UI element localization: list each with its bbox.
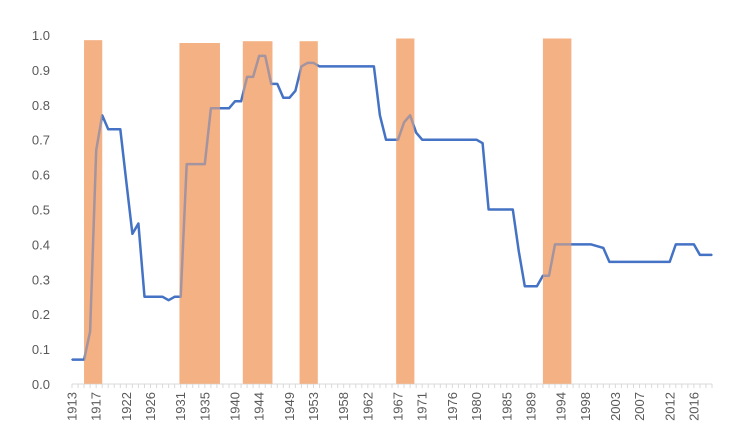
data-point <box>155 295 158 298</box>
data-point <box>149 295 152 298</box>
x-tick-label: 1922 <box>119 392 134 421</box>
x-tick-label: 1953 <box>306 392 321 421</box>
data-point <box>385 138 387 141</box>
data-point <box>699 254 701 256</box>
data-point <box>240 100 242 103</box>
x-tick-label: 1976 <box>445 392 460 421</box>
data-point <box>530 285 532 288</box>
data-point <box>481 142 484 144</box>
shaded-period-overlay-1 <box>179 43 220 384</box>
data-point <box>228 107 230 110</box>
data-point <box>475 138 478 141</box>
data-point <box>288 97 291 99</box>
data-point <box>711 254 713 256</box>
data-point <box>415 131 417 134</box>
data-point <box>421 138 423 141</box>
x-tick-label: 1917 <box>89 392 104 421</box>
y-tick-label: 0.2 <box>32 307 50 322</box>
data-point <box>693 243 695 246</box>
y-tick-label: 0.4 <box>32 237 50 252</box>
data-point <box>167 299 170 302</box>
data-point <box>137 222 140 225</box>
x-tick-label: 1931 <box>173 392 188 421</box>
x-tick-label: 1935 <box>197 392 212 421</box>
x-tick-label: 1913 <box>65 392 80 421</box>
x-tick-label: 2003 <box>608 392 623 421</box>
series-line-0 <box>72 54 712 361</box>
y-tick-label: 0.9 <box>32 63 50 78</box>
data-point <box>681 243 683 246</box>
data-point <box>143 295 146 298</box>
y-tick-label: 0.8 <box>32 98 50 113</box>
series-layer <box>71 38 713 385</box>
data-point <box>294 90 297 92</box>
y-tick-label: 1.0 <box>32 28 50 43</box>
x-tick-label: 1940 <box>228 392 243 421</box>
x-tick-label: 1944 <box>252 392 267 421</box>
x-tick-label: 1994 <box>554 392 569 421</box>
y-tick-label: 0.5 <box>32 203 50 218</box>
data-point <box>125 180 128 183</box>
data-point <box>505 208 508 211</box>
data-point <box>282 97 285 99</box>
y-tick-label: 0.7 <box>32 133 50 148</box>
data-point <box>668 261 671 263</box>
data-point <box>590 243 593 246</box>
shaded-period-overlay-4 <box>396 38 415 385</box>
data-point <box>427 138 430 141</box>
data-point <box>318 65 321 68</box>
x-axis: 1913 1917 1922 1926 1931 1935 1940 1944 1949 1953… <box>65 383 713 421</box>
data-point <box>608 261 611 263</box>
data-point <box>131 233 134 235</box>
data-point <box>173 295 176 298</box>
data-point <box>276 83 279 85</box>
data-point <box>161 295 164 298</box>
x-tick-label: 1949 <box>282 392 297 421</box>
shaded-period-overlay-5 <box>542 38 572 385</box>
data-point <box>517 250 520 253</box>
y-tick-label: 0.3 <box>32 272 50 287</box>
x-tick-label: 1980 <box>469 392 484 421</box>
shaded-period-overlay-3 <box>299 41 318 384</box>
data-point <box>511 208 514 211</box>
data-point <box>234 100 236 103</box>
data-point <box>379 114 381 117</box>
data-point <box>391 138 393 141</box>
data-point <box>113 128 116 131</box>
y-tick-label: 0.6 <box>32 168 50 183</box>
data-point <box>71 358 73 361</box>
data-point <box>119 128 122 131</box>
x-tick-label: 2007 <box>632 392 647 421</box>
data-point <box>222 107 224 110</box>
data-point <box>674 243 677 246</box>
x-tick-label: 1958 <box>336 392 351 421</box>
x-tick-label: 1989 <box>523 392 538 421</box>
x-tick-label: 1971 <box>415 392 430 421</box>
y-tick-label: 0.0 <box>32 377 50 392</box>
x-tick-label: 2012 <box>662 392 677 421</box>
data-point <box>487 208 490 211</box>
data-point <box>524 285 526 288</box>
shaded-period-overlay-0 <box>84 40 103 385</box>
y-tick-label: 0.1 <box>32 342 50 357</box>
x-tick-label: 1926 <box>143 392 158 421</box>
x-tick-label: 2016 <box>686 392 701 421</box>
x-tick-label: 1985 <box>499 392 514 421</box>
x-tick-label: 1998 <box>578 392 593 421</box>
shaded-periods <box>84 38 572 385</box>
x-tick-label: 1962 <box>360 392 375 421</box>
y-axis: 0.0 0.1 0.2 0.3 0.4 0.5 0.6 0.7 0.8 0.9 1.0 <box>32 28 50 392</box>
data-point <box>373 65 375 68</box>
x-tick-label: 1967 <box>391 392 406 421</box>
data-point <box>536 285 538 288</box>
data-point <box>602 247 605 249</box>
shaded-period-overlay-2 <box>242 41 273 384</box>
data-point <box>107 128 110 131</box>
